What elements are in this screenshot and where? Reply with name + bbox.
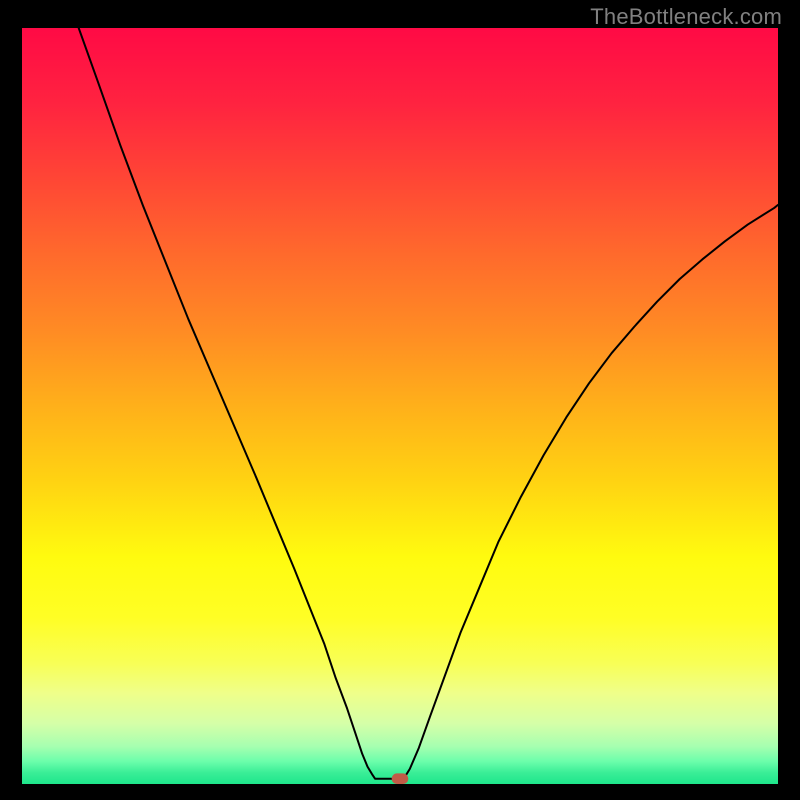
- plot-background: [22, 28, 778, 784]
- plot-area: [22, 28, 778, 784]
- chart-frame: TheBottleneck.com: [0, 0, 800, 800]
- plot-svg: [22, 28, 778, 784]
- minimum-marker: [392, 773, 409, 784]
- watermark-text: TheBottleneck.com: [590, 4, 782, 30]
